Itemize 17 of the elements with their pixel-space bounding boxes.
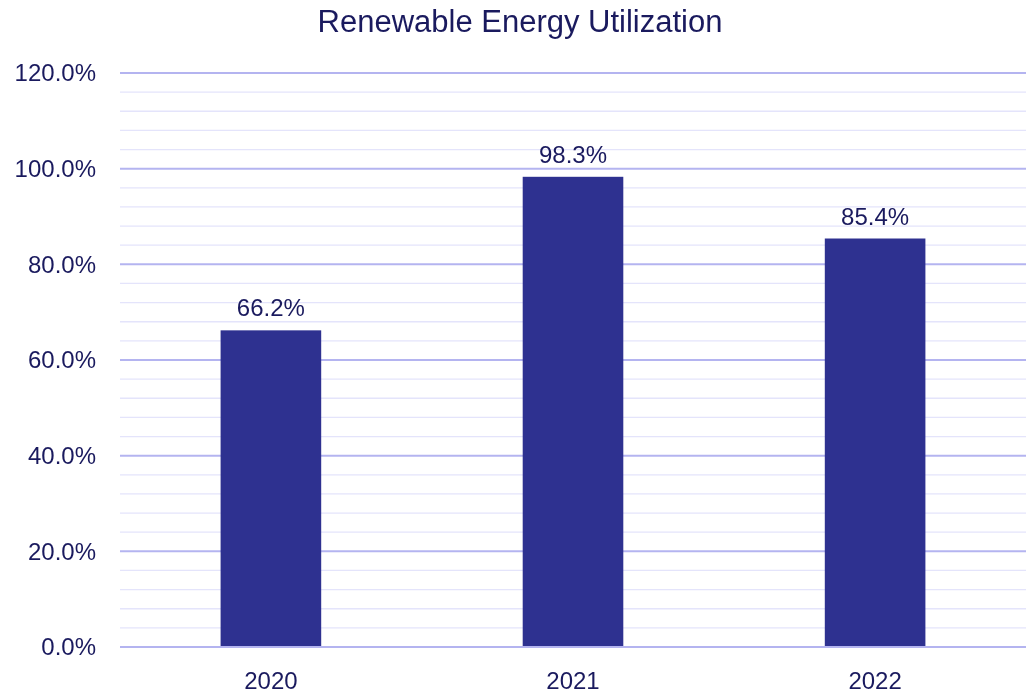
bar [522, 176, 624, 647]
y-tick-label: 60.0% [27, 346, 96, 374]
bar [220, 330, 322, 647]
x-tick-label: 2021 [546, 667, 600, 694]
y-tick-label: 20.0% [27, 537, 96, 565]
data-label: 66.2% [236, 294, 305, 322]
y-tick-label: 40.0% [27, 442, 96, 470]
x-tick-label: 2020 [244, 667, 298, 694]
y-tick-label: 100.0% [14, 155, 96, 183]
bar [824, 238, 926, 647]
y-tick-label: 80.0% [27, 250, 96, 278]
y-tick-label: 120.0% [14, 59, 96, 87]
x-tick-label: 2022 [848, 667, 902, 694]
data-label: 85.4% [841, 202, 910, 230]
chart-title: Renewable Energy Utilization [317, 4, 723, 39]
data-label: 98.3% [538, 140, 608, 168]
y-tick-label: 0.0% [41, 633, 96, 661]
